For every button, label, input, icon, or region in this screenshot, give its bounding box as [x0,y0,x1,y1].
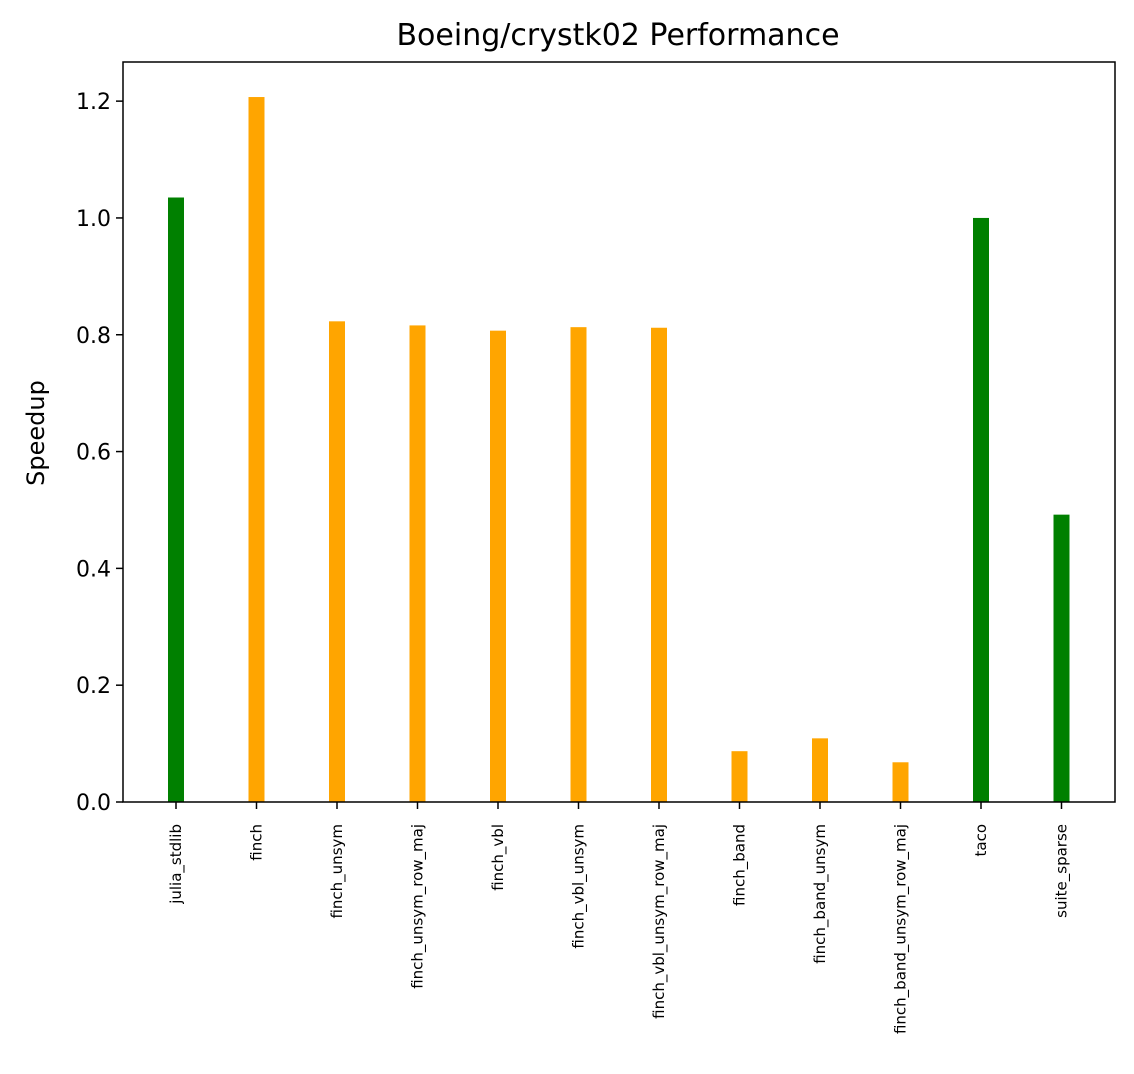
plot-frame [122,61,1116,803]
y-tick-label: 0.2 [76,674,111,699]
chart-title: Boeing/crystk02 Performance [396,18,839,53]
y-tick-label: 0.8 [76,324,111,349]
x-tick-label: julia_stdlib [167,824,186,905]
bars-group [168,97,1070,803]
bar-finch-unsym [329,321,345,802]
y-tick-label: 1.0 [76,207,111,232]
y-axis-ticks: 0.0 0.2 0.4 0.6 0.8 1.0 1.2 [76,90,123,816]
y-tick-label: 0.0 [76,791,111,816]
bar-finch-unsym-row-maj [409,325,426,802]
x-tick-label: finch_band_unsym_row_maj [892,824,911,1034]
bar-taco [973,217,989,802]
bar-suite-sparse [1053,514,1070,802]
x-tick-label: finch_unsym_row_maj [409,824,428,989]
y-axis-label: Speedup [22,380,50,486]
bar-finch-band-unsym [812,738,828,802]
bar-julia-stdlib [168,197,184,802]
x-tick-label: finch_band_unsym [811,824,830,964]
x-tick-label: taco [972,824,990,857]
y-tick-label: 0.6 [76,441,111,466]
x-axis-ticks: julia_stdlib finch finch_unsym finch_unsym_… [167,802,1072,1034]
y-tick-label: 1.2 [76,90,111,115]
bar-finch-vbl-unsym-row-maj [651,327,667,802]
y-tick-label: 0.4 [76,557,111,582]
x-tick-label: finch_vbl_unsym_row_maj [650,824,669,1019]
x-tick-label: finch_vbl_unsym [570,824,589,949]
x-tick-label: finch [248,824,266,861]
x-tick-label: finch_vbl [489,824,508,891]
bar-finch-band-unsym-row-maj [892,762,909,802]
bar-finch-band [731,751,748,802]
bar-finch [248,97,265,803]
bar-finch-vbl-unsym [570,327,587,802]
x-tick-label: finch_unsym [328,824,347,919]
x-tick-label: suite_sparse [1053,824,1072,918]
x-tick-label: finch_band [731,824,750,906]
bar-finch-vbl [490,330,506,802]
